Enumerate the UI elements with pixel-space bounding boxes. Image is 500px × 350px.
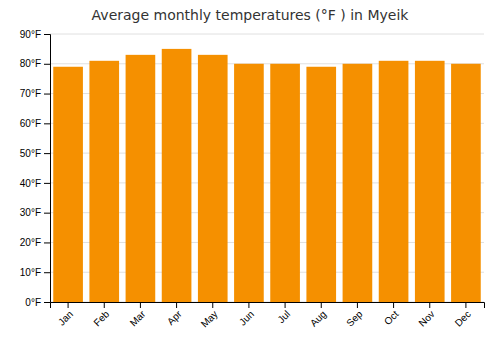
x-axis: Jan Feb Mar Apr May Jun Jul Aug Sep Oct Nov Dec	[51, 302, 485, 330]
bar	[162, 49, 192, 302]
tick: Mar	[128, 302, 148, 328]
grid	[50, 34, 484, 302]
tick: May	[199, 302, 220, 330]
bar	[234, 64, 264, 302]
tick-mark	[176, 302, 177, 308]
tick: 10°F	[20, 267, 50, 278]
tick-mark	[44, 183, 50, 184]
plot: 0°F 10°F 20°F 30°F 40°F 50°F 60°F 70°F 80°F 90°F J…	[20, 29, 485, 330]
chart: Average monthly temperatures (°F ) in My…	[0, 0, 500, 350]
tick-label: 10°F	[20, 267, 41, 278]
tick-mark	[68, 302, 69, 308]
tick-mark	[44, 94, 50, 95]
tick-label: 80°F	[20, 58, 41, 69]
tick: 50°F	[20, 148, 50, 159]
tick: 60°F	[20, 118, 50, 129]
tick-mark	[44, 272, 50, 273]
tick-label: 90°F	[20, 29, 41, 40]
tick-label: Jan	[56, 308, 75, 327]
tick: Feb	[91, 302, 111, 328]
tick-label: Apr	[165, 308, 184, 327]
tick-label: Jul	[275, 308, 292, 325]
tick-label: Mar	[128, 308, 148, 328]
bar	[379, 61, 409, 302]
bar	[89, 61, 119, 302]
tick-label: Jun	[237, 308, 256, 327]
axis-line	[51, 303, 485, 309]
tick: Jul	[275, 302, 292, 325]
tick-mark	[44, 64, 50, 65]
tick-mark	[44, 123, 50, 124]
tick: Oct	[382, 302, 401, 327]
tick: 90°F	[20, 29, 50, 40]
tick: Jun	[237, 302, 256, 328]
tick-label: 50°F	[20, 148, 41, 159]
tick-label: Nov	[416, 308, 436, 328]
axis-line	[44, 35, 51, 303]
tick-mark	[248, 302, 249, 308]
tick-mark	[212, 302, 213, 308]
tick-label: Aug	[308, 308, 328, 328]
tick-label: Sep	[344, 308, 365, 329]
tick-mark	[44, 34, 50, 35]
tick-mark	[357, 302, 358, 308]
tick-label: 20°F	[20, 237, 41, 248]
tick-label: 60°F	[20, 118, 41, 129]
tick-label: 30°F	[20, 207, 41, 218]
tick: Nov	[416, 302, 436, 329]
tick-mark	[44, 153, 50, 154]
bar	[270, 64, 300, 302]
tick-mark	[140, 302, 141, 308]
tick: 30°F	[20, 207, 50, 218]
bar	[126, 55, 156, 302]
tick-label: Oct	[382, 308, 401, 327]
tick: Dec	[453, 302, 473, 329]
tick: Aug	[308, 302, 328, 329]
tick-mark	[285, 302, 286, 308]
tick: Jan	[56, 302, 75, 328]
y-axis: 0°F 10°F 20°F 30°F 40°F 50°F 60°F 70°F 80°F 90°F	[20, 29, 51, 308]
bar	[198, 55, 228, 302]
tick-label: Dec	[453, 308, 473, 328]
tick-mark	[44, 242, 50, 243]
bar	[306, 67, 336, 302]
bar	[415, 61, 445, 302]
tick: 20°F	[20, 237, 50, 248]
tick-label: May	[199, 308, 220, 329]
tick: 80°F	[20, 58, 50, 69]
tick: Apr	[165, 302, 184, 327]
grid-line	[50, 34, 484, 35]
tick-mark	[465, 302, 466, 308]
tick-label: 70°F	[20, 88, 41, 99]
tick-mark	[393, 302, 394, 308]
title: Average monthly temperatures (°F ) in My…	[92, 7, 410, 23]
tick-mark	[104, 302, 105, 308]
tick: 40°F	[20, 178, 50, 189]
tick-label: 40°F	[20, 178, 41, 189]
tick-mark	[321, 302, 322, 308]
tick: 0°F	[25, 297, 50, 308]
tick-mark	[44, 302, 50, 303]
bar	[451, 64, 481, 302]
bar	[343, 64, 373, 302]
tick: 70°F	[20, 88, 50, 99]
bar	[53, 67, 83, 302]
tick-label: Feb	[91, 308, 111, 328]
bars	[53, 49, 480, 302]
tick: Sep	[344, 302, 365, 329]
tick-mark	[429, 302, 430, 308]
tick-mark	[44, 213, 50, 214]
tick-label: 0°F	[25, 297, 41, 308]
